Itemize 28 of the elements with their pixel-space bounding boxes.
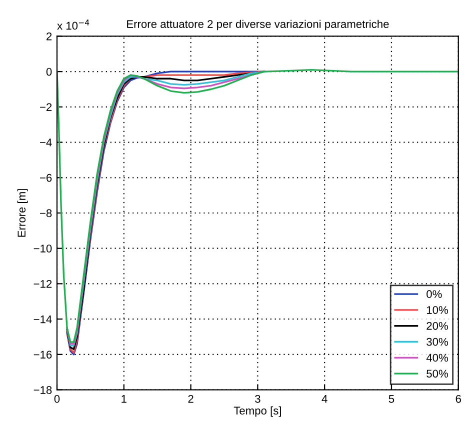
- x-tick-label: 0: [54, 394, 60, 403]
- x-tick-label: 6: [456, 394, 461, 403]
- y-tick-label: −10: [34, 244, 52, 252]
- y-tick-label: −12: [34, 280, 52, 288]
- x-axis-title: Tempo [s]: [234, 406, 281, 417]
- y-tick-label: −2: [40, 103, 52, 111]
- y-tick-label: −6: [40, 174, 52, 182]
- y-tick-label: 0: [46, 68, 52, 76]
- y-tick-label: −8: [40, 209, 52, 218]
- x-tick-label: 5: [388, 395, 394, 403]
- y-axis-title: Errore [m]: [17, 189, 28, 237]
- x-tick-label: 4: [322, 395, 328, 403]
- text: x 10$^{−4}$: [57, 20, 90, 30]
- legend-label: 30%: [426, 338, 448, 346]
- y-tick-label: 2: [46, 32, 52, 40]
- x-tick-label: 2: [188, 394, 194, 403]
- legend-label: 10%: [426, 306, 448, 314]
- y-tick-label: −4: [40, 138, 52, 146]
- legend-label: 0%: [426, 290, 442, 298]
- x-tick-label: 3: [255, 394, 260, 403]
- y-tick-label: −18: [34, 386, 52, 394]
- chart-title: Errore attuatore 2 per diverse variazioni parametriche: [127, 20, 389, 30]
- y-tick-label: −14: [34, 315, 52, 324]
- legend-label: 20%: [426, 322, 448, 330]
- y-tick-label: −16: [34, 350, 52, 359]
- legend-label: 40%: [426, 354, 448, 362]
- x-tick-label: 1: [122, 395, 126, 403]
- legend-label: 50%: [426, 370, 448, 378]
